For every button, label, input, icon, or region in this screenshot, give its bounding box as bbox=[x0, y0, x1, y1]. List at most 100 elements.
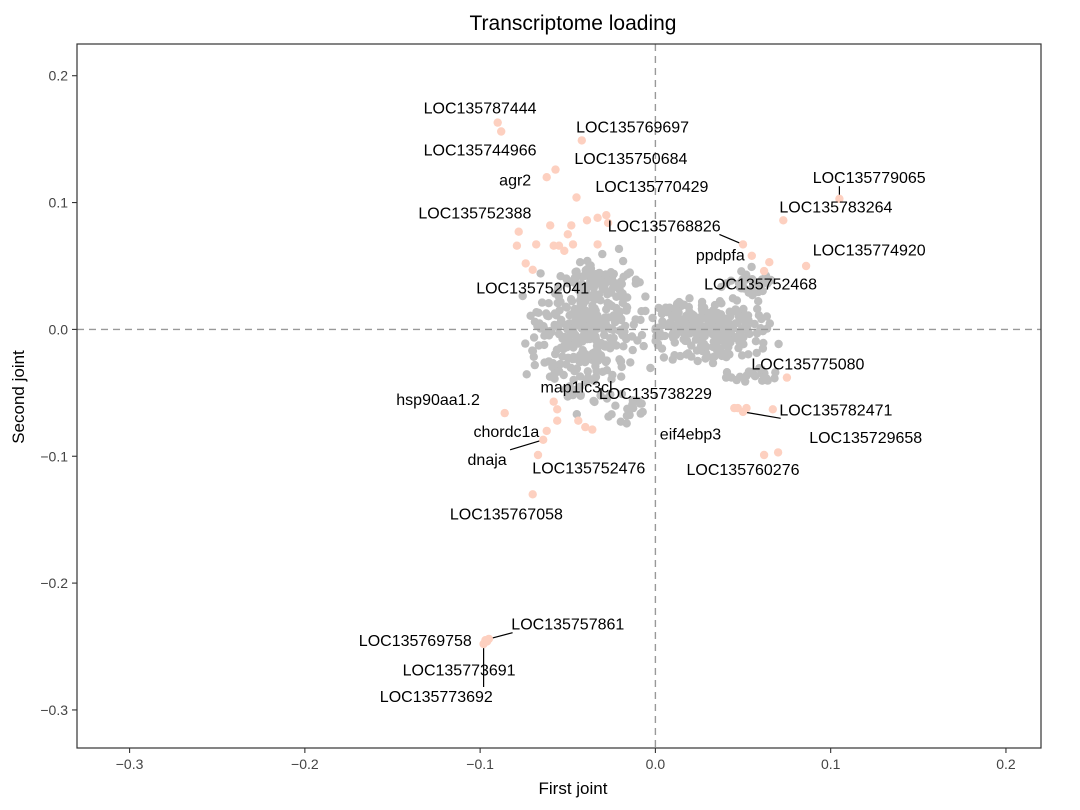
highlighted-point bbox=[760, 451, 768, 459]
highlighted-point bbox=[532, 240, 540, 248]
background-point bbox=[554, 299, 562, 307]
background-point bbox=[615, 355, 623, 363]
background-point bbox=[646, 364, 654, 372]
highlighted-point bbox=[593, 214, 601, 222]
highlighted-point bbox=[574, 417, 582, 425]
background-point bbox=[744, 311, 752, 319]
background-point bbox=[701, 354, 709, 362]
background-point bbox=[759, 327, 767, 335]
background-point bbox=[589, 397, 597, 405]
gene-label: LOC135774920 bbox=[813, 243, 926, 260]
background-point bbox=[757, 315, 765, 323]
background-point bbox=[603, 299, 611, 307]
background-point bbox=[622, 306, 630, 314]
highlighted-point bbox=[560, 247, 568, 255]
background-point bbox=[588, 302, 596, 310]
background-point bbox=[764, 376, 772, 384]
background-point bbox=[617, 293, 625, 301]
background-point bbox=[526, 312, 534, 320]
background-point bbox=[661, 332, 669, 340]
background-point bbox=[619, 257, 627, 265]
background-point bbox=[523, 370, 531, 378]
background-point bbox=[598, 250, 606, 258]
highlighted-point bbox=[593, 240, 601, 248]
background-point bbox=[556, 319, 564, 327]
background-point bbox=[534, 309, 542, 317]
highlighted-point bbox=[534, 451, 542, 459]
highlighted-point bbox=[779, 216, 787, 224]
highlighted-point bbox=[513, 242, 521, 250]
highlighted-point bbox=[551, 165, 559, 173]
background-point bbox=[622, 335, 630, 343]
background-point bbox=[747, 263, 755, 271]
background-point bbox=[681, 331, 689, 339]
background-point bbox=[531, 361, 539, 369]
background-point bbox=[616, 313, 624, 321]
gene-label: LOC135769697 bbox=[576, 120, 689, 137]
background-point bbox=[685, 294, 693, 302]
gene-label: LOC135770429 bbox=[595, 179, 708, 196]
highlighted-point bbox=[529, 266, 537, 274]
background-point bbox=[626, 358, 634, 366]
background-point bbox=[609, 339, 617, 347]
gene-label: LOC135738229 bbox=[599, 386, 712, 403]
background-point bbox=[630, 320, 638, 328]
background-point bbox=[617, 278, 625, 286]
background-point bbox=[639, 408, 647, 416]
highlighted-point bbox=[550, 398, 558, 406]
x-tick-label: 0.0 bbox=[646, 756, 666, 772]
chart-title: Transcriptome loading bbox=[470, 12, 677, 35]
gene-label: LOC135767058 bbox=[450, 506, 563, 523]
background-point bbox=[733, 376, 741, 384]
x-tick-label: 0.1 bbox=[821, 756, 841, 772]
highlighted-point bbox=[802, 262, 810, 270]
background-point bbox=[608, 276, 616, 284]
highlighted-point bbox=[748, 252, 756, 260]
x-tick-label: 0.2 bbox=[996, 756, 1016, 772]
background-point bbox=[615, 245, 623, 253]
highlighted-point bbox=[543, 173, 551, 181]
background-point bbox=[623, 270, 631, 278]
highlighted-point bbox=[494, 118, 502, 126]
highlighted-point bbox=[569, 240, 577, 248]
gene-label: eif4ebp3 bbox=[660, 426, 721, 443]
gene-label: LOC135769758 bbox=[359, 633, 472, 650]
background-point bbox=[688, 310, 696, 318]
background-point bbox=[530, 333, 538, 341]
gene-label: LOC135752476 bbox=[532, 461, 645, 478]
gene-label: LOC135750684 bbox=[574, 151, 687, 168]
gene-label: LOC135752468 bbox=[704, 277, 817, 294]
highlighted-point bbox=[774, 448, 782, 456]
y-tick-label: 0.0 bbox=[49, 321, 69, 337]
background-point bbox=[536, 269, 544, 277]
gene-label: LOC135782471 bbox=[779, 402, 892, 419]
gene-label: LOC135744966 bbox=[424, 142, 537, 159]
background-point bbox=[723, 368, 731, 376]
background-point bbox=[593, 354, 601, 362]
y-axis-title: Second joint bbox=[9, 350, 28, 444]
background-point bbox=[676, 316, 684, 324]
gene-label: LOC135779065 bbox=[813, 170, 926, 187]
highlighted-point bbox=[479, 640, 487, 648]
background-point bbox=[731, 305, 739, 313]
background-point bbox=[607, 268, 615, 276]
background-point bbox=[558, 352, 566, 360]
background-point bbox=[601, 286, 609, 294]
y-tick-label: 0.2 bbox=[49, 68, 69, 84]
background-point bbox=[576, 258, 584, 266]
background-point bbox=[535, 341, 543, 349]
background-point bbox=[660, 353, 668, 361]
y-tick-label: −0.2 bbox=[40, 575, 68, 591]
background-point bbox=[617, 373, 625, 381]
gene-label: LOC135729658 bbox=[809, 430, 922, 447]
highlighted-point bbox=[734, 404, 742, 412]
gene-label: LOC135775080 bbox=[751, 357, 864, 374]
background-point bbox=[753, 305, 761, 313]
background-point bbox=[556, 272, 564, 280]
background-point bbox=[608, 371, 616, 379]
background-point bbox=[702, 343, 710, 351]
background-point bbox=[615, 327, 623, 335]
